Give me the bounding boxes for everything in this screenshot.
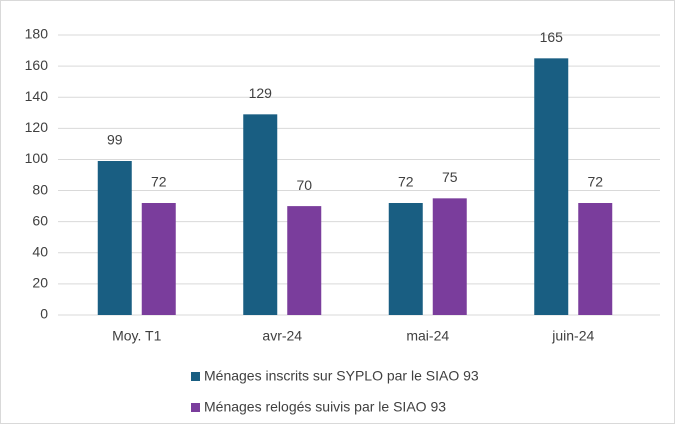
data-label: 129: [249, 85, 273, 101]
y-tick-label: 60: [32, 212, 48, 228]
data-label: 72: [398, 174, 414, 190]
y-tick-label: 120: [25, 119, 49, 135]
data-label: 99: [107, 132, 123, 148]
bar: [534, 58, 569, 315]
legend-label: Ménages relogés suivis par le SIAO 93: [204, 399, 446, 415]
y-tick-label: 180: [25, 26, 49, 42]
bar: [287, 206, 322, 315]
y-tick-label: 40: [32, 243, 48, 259]
data-label: 72: [151, 174, 167, 190]
x-tick-label: mai-24: [406, 328, 449, 344]
bar: [243, 114, 278, 315]
y-tick-label: 80: [32, 181, 48, 197]
data-label: 75: [442, 169, 458, 185]
bar: [97, 161, 132, 315]
y-tick-label: 0: [40, 306, 48, 322]
bar: [432, 198, 467, 315]
y-tick-label: 20: [32, 275, 48, 291]
y-tick-label: 100: [25, 150, 49, 166]
legend-label: Ménages inscrits sur SYPLO par le SIAO 9…: [204, 368, 479, 384]
bar: [578, 203, 613, 315]
bar: [388, 203, 423, 315]
data-label: 72: [587, 174, 603, 190]
x-tick-label: Moy. T1: [112, 328, 161, 344]
data-label: 70: [296, 177, 312, 193]
y-tick-label: 160: [25, 57, 49, 73]
y-tick-label: 140: [25, 88, 49, 104]
legend-swatch: [191, 372, 200, 381]
x-tick-label: avr-24: [262, 328, 302, 344]
data-label: 165: [540, 29, 564, 45]
legend-swatch: [191, 403, 200, 412]
x-tick-label: juin-24: [551, 328, 594, 344]
bar: [141, 203, 176, 315]
